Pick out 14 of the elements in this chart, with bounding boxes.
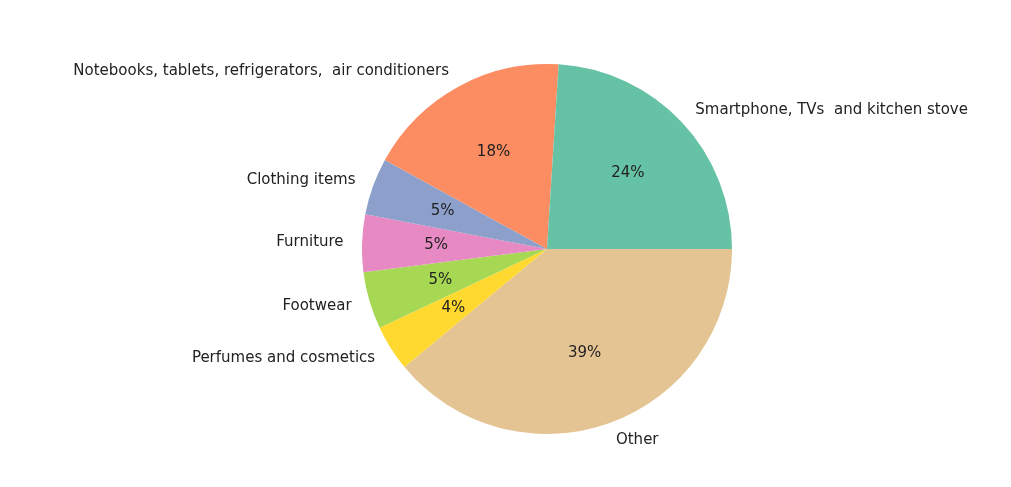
slice-label: Perfumes and cosmetics: [191, 347, 376, 366]
slice-label: Footwear: [282, 295, 353, 314]
data-label: 5%: [430, 201, 455, 220]
slice-label: Furniture: [276, 232, 344, 251]
slice-label: Other: [615, 430, 660, 449]
data-label: 24%: [611, 162, 645, 181]
data-label: 18%: [476, 141, 511, 160]
slice-label: Notebooks, tablets, refrigerators, air conditioners: [73, 60, 450, 79]
data-label: 39%: [567, 343, 602, 362]
data-label: 4%: [441, 298, 466, 317]
data-label: 5%: [424, 235, 448, 254]
slice-label: Clothing items: [246, 169, 356, 188]
data-label: 5%: [428, 269, 453, 288]
slice-label: Smartphone, TVs and kitchen stove: [695, 99, 968, 118]
